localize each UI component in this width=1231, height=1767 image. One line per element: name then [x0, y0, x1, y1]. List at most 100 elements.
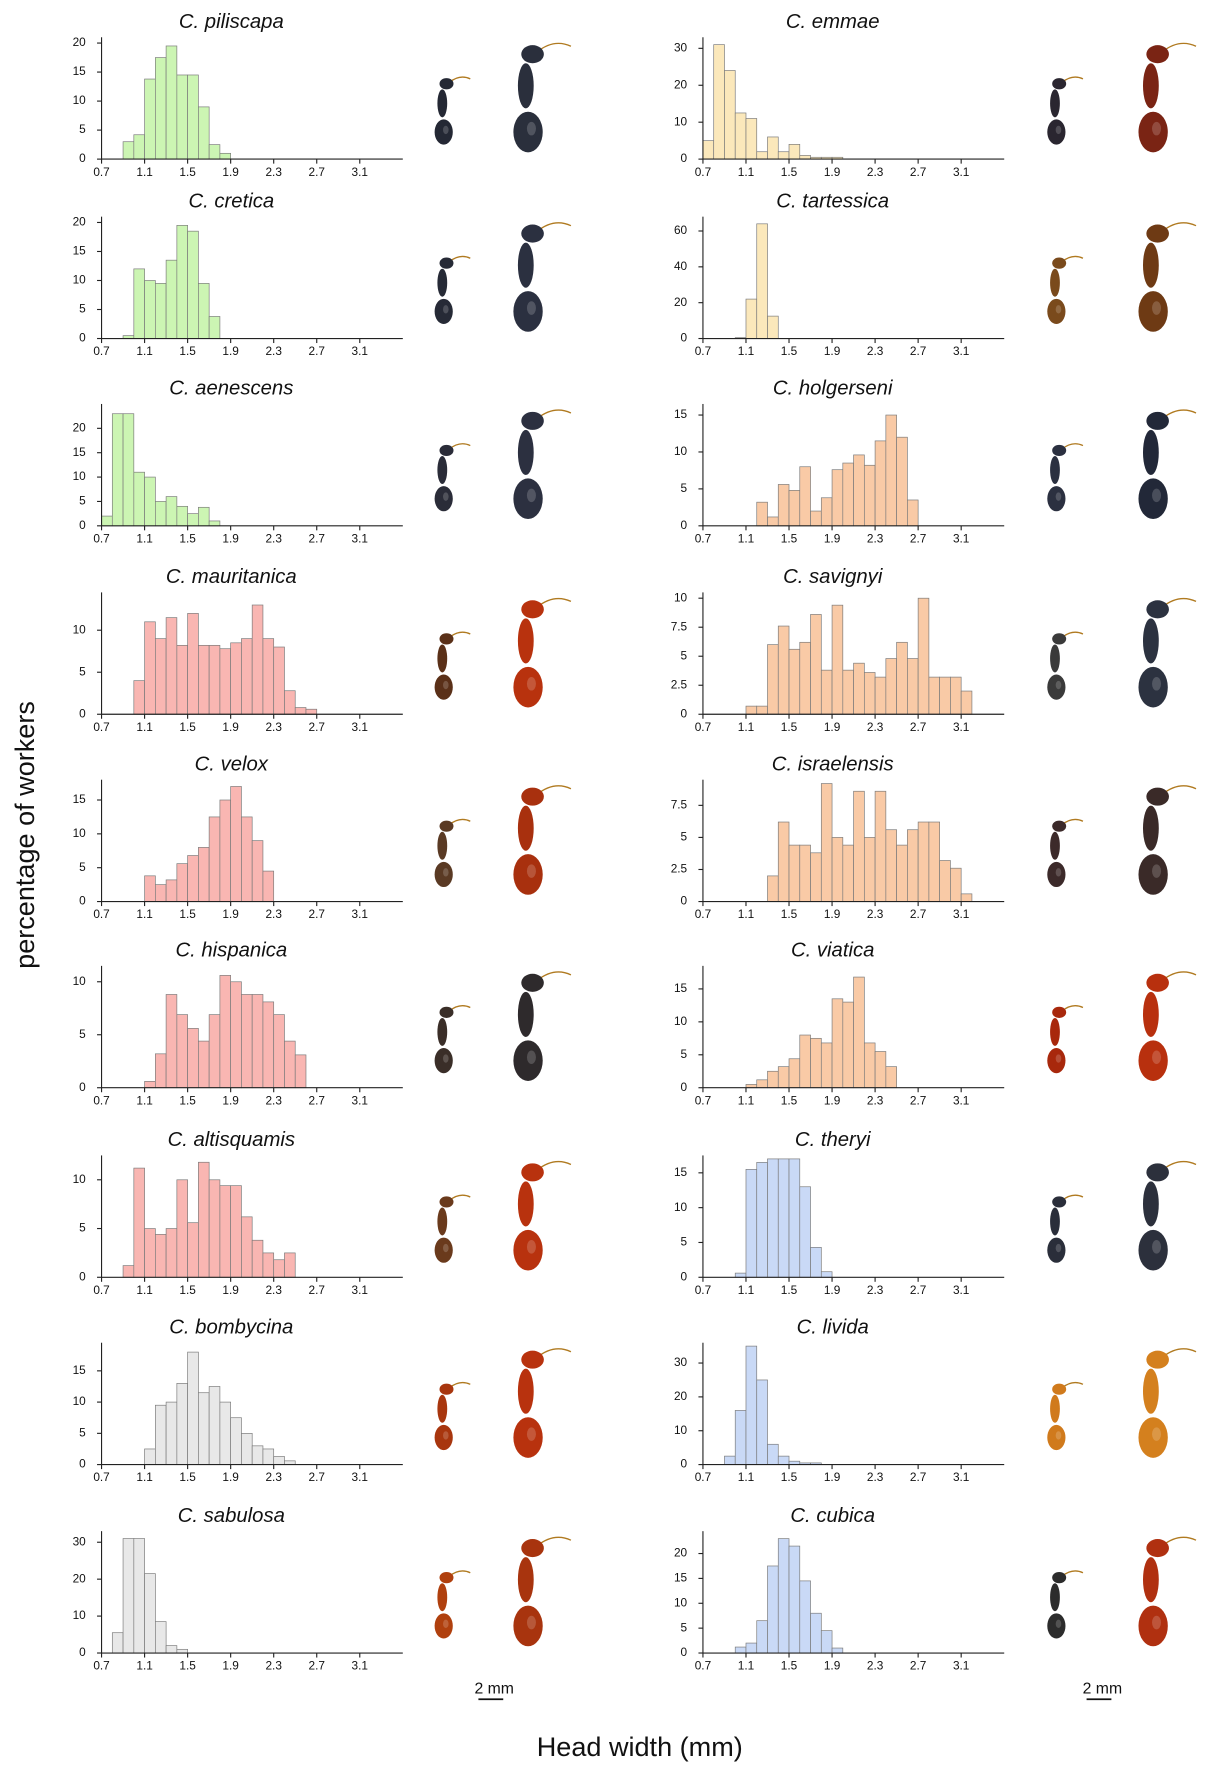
- ant-gaster: [513, 854, 543, 895]
- bar: [810, 1612, 822, 1654]
- x-tick-label: 1.9: [824, 720, 841, 734]
- y-tick-label: 10: [674, 1595, 688, 1609]
- x-tick-label: 1.1: [738, 907, 754, 921]
- bar: [842, 1001, 854, 1089]
- x-tick-label: 2.3: [265, 165, 282, 179]
- ant-gaster-shine: [443, 680, 449, 690]
- bar: [874, 440, 887, 527]
- ant-head: [1052, 1572, 1067, 1584]
- bar: [155, 283, 167, 339]
- ant-head: [1146, 1539, 1169, 1558]
- ant-gaster: [1138, 478, 1168, 520]
- x-tick-label: 2.7: [309, 165, 325, 179]
- y-tick-label: 0: [681, 706, 688, 720]
- bar: [820, 1271, 833, 1278]
- x-tick-label: 2.3: [867, 907, 884, 921]
- bar: [122, 413, 135, 527]
- ant-gaster-shine: [443, 125, 449, 135]
- x-tick-label: 3.1: [352, 1283, 368, 1297]
- ant-gaster: [1138, 1040, 1168, 1081]
- ant-gaster-shine: [1152, 677, 1162, 691]
- bar: [960, 893, 973, 902]
- bar: [939, 676, 951, 715]
- x-tick-label: 0.7: [93, 720, 109, 734]
- bar: [165, 1401, 178, 1465]
- y-tick-label: 60: [674, 223, 688, 237]
- bar: [273, 1259, 285, 1278]
- x-tick-label: 1.5: [781, 165, 798, 179]
- x-tick-label: 1.5: [781, 531, 798, 545]
- ant-thorax: [437, 1207, 448, 1236]
- bar: [144, 875, 156, 902]
- bar: [122, 1265, 135, 1278]
- ant-gaster: [1138, 111, 1168, 153]
- ant-head: [439, 1006, 454, 1018]
- ant-thorax: [517, 618, 534, 664]
- ant-gaster-shine: [443, 1431, 449, 1440]
- x-tick-label: 1.1: [136, 720, 152, 734]
- x-tick-label: 1.5: [179, 344, 196, 358]
- bar: [251, 1445, 264, 1465]
- bar: [241, 1433, 253, 1465]
- bar: [777, 625, 790, 715]
- bar: [198, 847, 210, 902]
- ant-gaster-shine: [526, 301, 536, 315]
- ant-thorax: [1050, 456, 1060, 485]
- bar: [788, 1545, 801, 1654]
- x-tick-label: 1.9: [222, 720, 239, 734]
- bar: [165, 994, 178, 1089]
- chart-title: C. piliscapa: [179, 11, 284, 33]
- bar: [165, 879, 178, 902]
- bar: [144, 1228, 156, 1278]
- ant-gaster: [1138, 1229, 1168, 1271]
- x-tick-label: 1.1: [738, 344, 754, 358]
- y-tick-label: 5: [79, 494, 86, 508]
- bar: [262, 1001, 275, 1089]
- bar: [917, 597, 930, 715]
- bar: [777, 151, 790, 160]
- x-axis-label: Head width (mm): [537, 1731, 743, 1762]
- y-tick-label: 5: [79, 664, 86, 678]
- bar: [241, 816, 253, 902]
- ant-thorax: [517, 805, 534, 851]
- x-tick-label: 0.7: [695, 1659, 711, 1673]
- x-tick-label: 2.3: [867, 531, 884, 545]
- bar: [767, 315, 779, 339]
- ant-head: [521, 787, 544, 806]
- ant-gaster-shine: [1055, 305, 1062, 314]
- x-tick-label: 0.7: [93, 531, 109, 545]
- x-tick-label: 1.9: [824, 1470, 841, 1484]
- y-axis-label: percentage of workers: [9, 701, 40, 969]
- ant-thorax: [1050, 644, 1060, 673]
- y-tick-label: 10: [674, 1014, 688, 1028]
- histogram-panel: C. mauritanica 0 5 10 0.7 1.1 1.5 1.9 2.3 2.7 3.1: [73, 566, 572, 734]
- chart-title: C. sabulosa: [178, 1505, 285, 1527]
- bar: [176, 1179, 188, 1278]
- x-tick-label: 2.7: [309, 1093, 325, 1107]
- bar: [230, 1417, 242, 1465]
- ant-thorax: [1142, 1368, 1159, 1414]
- bar: [133, 134, 145, 160]
- histogram-panel: C. livida 0 10 20 30 0.7 1.1 1.5 1.9 2.3 2.7 3.1: [674, 1316, 1197, 1484]
- x-tick-label: 2.7: [309, 907, 325, 921]
- x-tick-label: 1.1: [738, 1659, 754, 1673]
- bar: [165, 1645, 178, 1654]
- histogram-panel: C. piliscapa 0 5 10 15 20 0.7 1.1 1.5 1.9 2.3 2.7 3.…: [73, 11, 572, 179]
- bar: [885, 658, 897, 715]
- ant-gaster-shine: [526, 121, 536, 136]
- bar: [831, 1647, 844, 1654]
- y-tick-label: 15: [73, 445, 87, 459]
- ant-thorax: [437, 1017, 448, 1046]
- ant-head: [1146, 411, 1169, 430]
- y-tick-label: 20: [674, 77, 688, 91]
- y-tick-label: 0: [79, 894, 86, 908]
- bar: [756, 705, 768, 715]
- x-tick-label: 2.3: [265, 1283, 282, 1297]
- x-tick-label: 1.9: [824, 165, 841, 179]
- bar: [745, 1345, 758, 1465]
- ant-head: [521, 1539, 544, 1558]
- bar: [756, 223, 768, 339]
- x-tick-label: 0.7: [695, 907, 711, 921]
- bar: [863, 672, 876, 715]
